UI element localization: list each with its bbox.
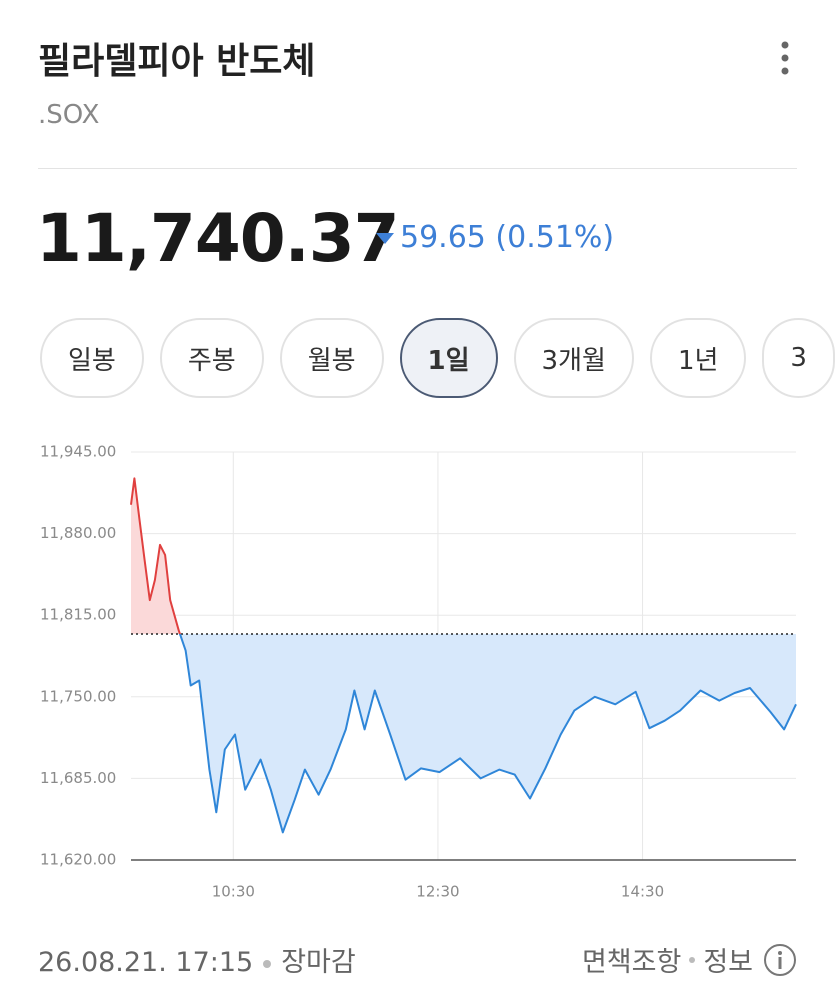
more-menu[interactable] xyxy=(776,40,794,76)
price-line xyxy=(130,477,797,834)
change: 59.65 (0.51%) xyxy=(376,220,614,255)
footer: 26.08.21. 17:15 장마감 면책조항 정보 xyxy=(38,940,797,979)
datetime: 26.08.21. 17:15 xyxy=(38,947,254,978)
change-text: 59.65 (0.51%) xyxy=(400,220,615,255)
area xyxy=(131,478,796,833)
y-tick-label: 11,945.00 xyxy=(40,443,116,461)
period-tab[interactable]: 3 xyxy=(762,318,835,398)
x-tick-label: 12:30 xyxy=(416,883,459,901)
x-tick-label: 10:30 xyxy=(212,883,255,901)
period-tab[interactable]: 1일 xyxy=(399,318,498,398)
period-tab[interactable]: 주봉 xyxy=(159,318,264,398)
period-tabs: 일봉 주봉 월봉 1일 3개월 1년 3 xyxy=(0,318,835,402)
title: 필라델피아 반도체 xyxy=(38,41,316,82)
y-tick-label: 11,620.00 xyxy=(40,851,116,869)
period-tab[interactable]: 1년 xyxy=(649,318,747,398)
price: 11,740.37 xyxy=(36,200,400,277)
period-tab[interactable]: 일봉 xyxy=(40,318,144,398)
period-tab[interactable]: 3개월 xyxy=(513,318,634,398)
x-tick-label: 14:30 xyxy=(621,883,664,901)
y-tick-label: 11,815.00 xyxy=(40,606,116,624)
timestamp: 26.08.21. 17:15 장마감 xyxy=(38,940,356,979)
down-arrow xyxy=(376,232,394,244)
disclaimer-link[interactable]: 면책조항 xyxy=(581,947,682,978)
period-tab[interactable]: 월봉 xyxy=(279,318,384,398)
info-link[interactable]: 정보 xyxy=(703,947,753,978)
divider xyxy=(38,168,797,169)
y-tick-label: 11,685.00 xyxy=(40,769,116,787)
y-tick-label: 11,880.00 xyxy=(40,524,116,542)
links: 면책조항 정보 xyxy=(582,940,797,979)
market-status: 장마감 xyxy=(281,947,356,978)
info-icon[interactable] xyxy=(763,943,797,977)
chart: 11,620.00 11,685.00 11,750.00 11,815.00 11,8… xyxy=(40,443,797,901)
symbol: .SOX xyxy=(38,100,100,130)
y-tick-label: 11,750.00 xyxy=(40,687,116,705)
